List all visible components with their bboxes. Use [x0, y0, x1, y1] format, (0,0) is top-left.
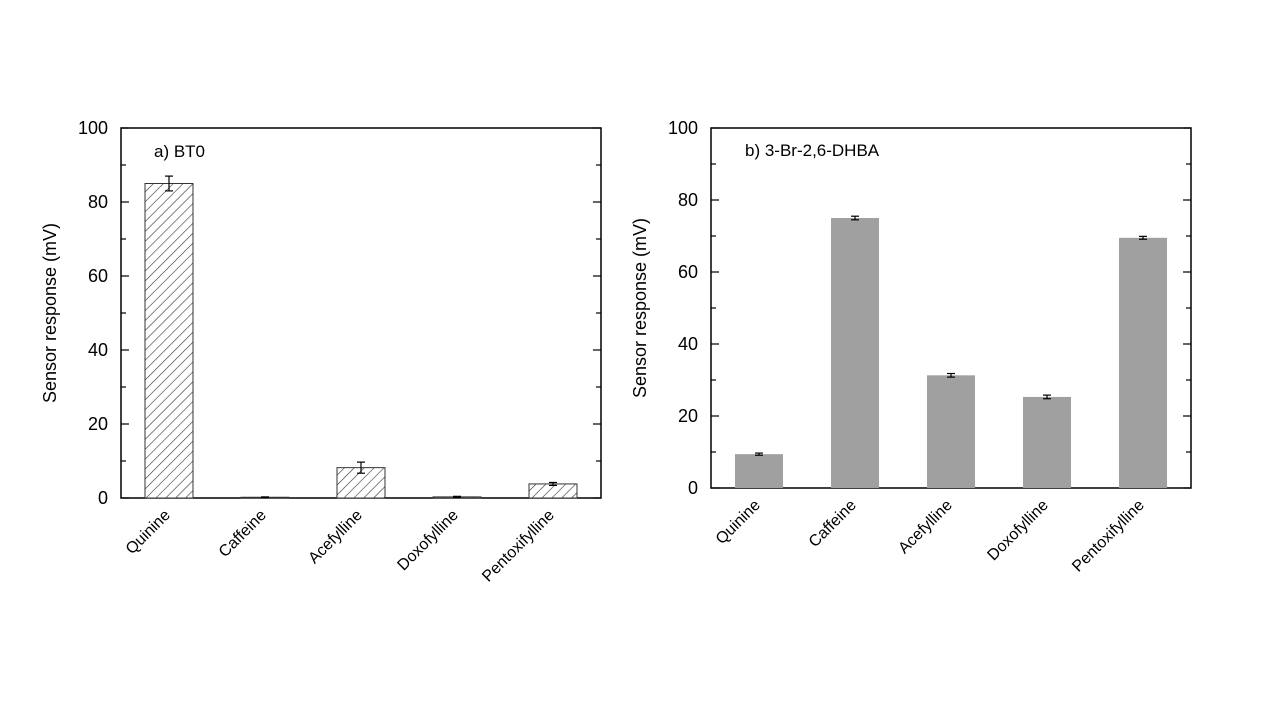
- x-category-label: Pentoxifylline: [479, 507, 558, 586]
- y-tick-label: 40: [88, 340, 108, 360]
- y-tick-label: 60: [678, 262, 698, 282]
- chart-panel-b: 0 20 40 60 80 100 Sensor response (mV) b) 3-Br-…: [630, 118, 1192, 576]
- x-category-label: Doxofylline: [984, 497, 1051, 564]
- bar-quinine: [144, 183, 194, 499]
- x-category-label: Quinine: [123, 507, 174, 558]
- chart-panel-a: 0 20 40 60 80 100 Sensor response (mV) a) BT0 Qu…: [40, 118, 602, 586]
- y-axis-label: Sensor response (mV): [40, 223, 60, 403]
- x-category-label: Caffeine: [216, 507, 270, 561]
- panel-title: b) 3-Br-2,6-DHBA: [745, 141, 880, 160]
- y-tick-label: 80: [88, 192, 108, 212]
- y-tick-label: 0: [98, 488, 108, 508]
- bar-pentoxifylline: [528, 483, 578, 499]
- y-tick-label: 100: [78, 118, 108, 138]
- x-category-label: Pentoxifylline: [1069, 497, 1148, 576]
- panel-title: a) BT0: [154, 142, 205, 161]
- y-tick-label: 40: [678, 334, 698, 354]
- y-tick-label: 20: [678, 406, 698, 426]
- x-category-label: Quinine: [713, 497, 764, 548]
- bar-caffeine: [831, 218, 879, 488]
- bar-pentoxifylline: [1119, 237, 1167, 488]
- y-tick-label: 80: [678, 190, 698, 210]
- y-tick-label: 60: [88, 266, 108, 286]
- y-tick-label: 100: [668, 118, 698, 138]
- x-category-label: Doxofylline: [394, 507, 461, 574]
- bar-quinine: [735, 454, 783, 488]
- bar-acefylline: [927, 375, 975, 488]
- x-category-label: Caffeine: [806, 497, 860, 551]
- y-axis-label: Sensor response (mV): [630, 218, 650, 398]
- x-category-label: Acefylline: [895, 497, 956, 558]
- bar-doxofylline: [1023, 396, 1071, 488]
- y-tick-label: 20: [88, 414, 108, 434]
- x-category-label: Acefylline: [305, 507, 366, 568]
- y-tick-label: 0: [688, 478, 698, 498]
